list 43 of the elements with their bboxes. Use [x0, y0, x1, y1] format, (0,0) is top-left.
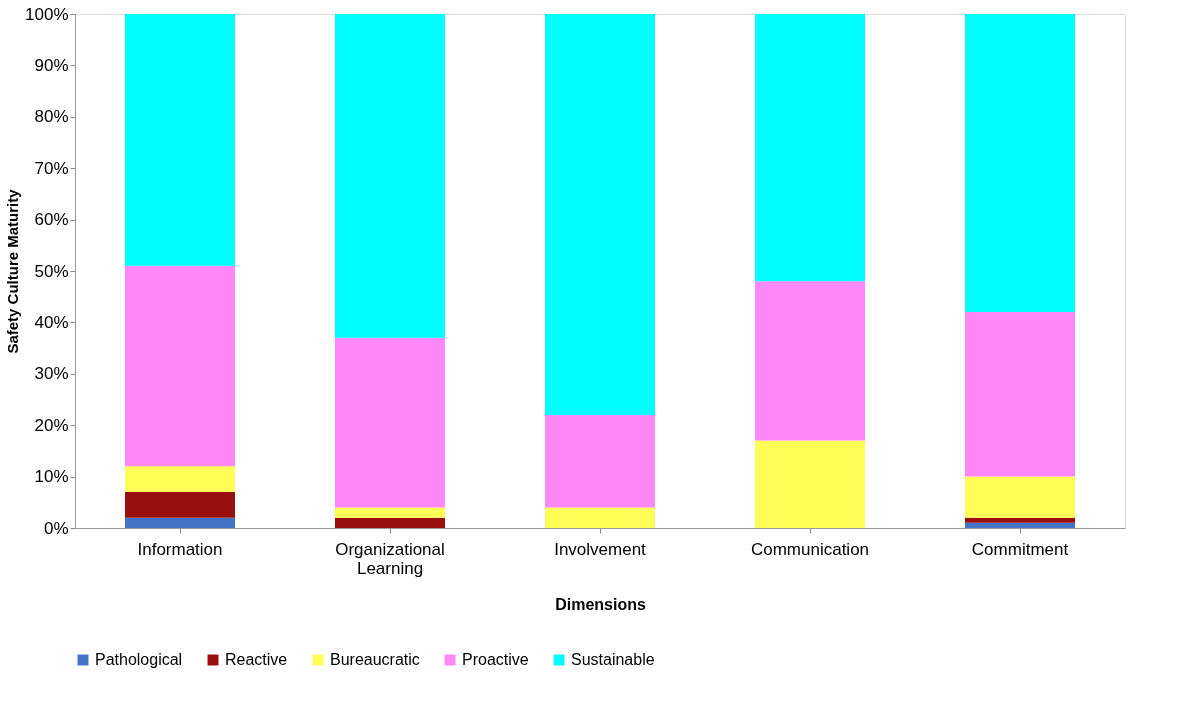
y-tick-label: 60% [34, 210, 69, 230]
y-tick-label: 40% [34, 312, 69, 332]
bar [965, 312, 1075, 477]
y-tick-label: 80% [34, 107, 69, 127]
legend-label: Sustainable [571, 651, 655, 668]
bar [755, 440, 865, 528]
bar [335, 507, 445, 518]
legend-label: Reactive [225, 651, 288, 668]
y-tick-label: 70% [34, 158, 69, 178]
y-tick-label: 50% [34, 261, 69, 281]
bar [545, 507, 655, 528]
y-tick-label: 90% [34, 55, 69, 75]
x-tick-label: Organizational Learning [335, 539, 445, 578]
bar [335, 14, 445, 338]
bar [965, 14, 1075, 313]
bar [965, 476, 1075, 518]
x-tick-label: Commitment [971, 539, 1069, 559]
y-axis-title: Safety Culture Maturity [4, 188, 22, 354]
bar [545, 414, 655, 508]
bar [125, 14, 235, 266]
legend-label: Bureaucratic [330, 651, 420, 668]
x-axis-title: Dimensions [555, 595, 646, 613]
bar [965, 517, 1075, 523]
bar [335, 517, 445, 528]
bar [755, 14, 865, 282]
bar [125, 517, 235, 528]
legend-label: Pathological [95, 651, 183, 668]
y-tick-label: 100% [25, 4, 69, 24]
bar [545, 14, 655, 415]
legend-label: Proactive [462, 651, 529, 668]
bar [335, 337, 445, 508]
bar [125, 265, 235, 467]
x-tick-label: Information [137, 539, 223, 559]
bar [755, 281, 865, 441]
y-tick-label: 20% [34, 415, 69, 435]
bar [125, 466, 235, 493]
bar [965, 522, 1075, 528]
bar [125, 492, 235, 518]
x-tick-label: Communication [750, 539, 870, 559]
y-tick-label: 0% [43, 518, 69, 538]
y-tick-label: 10% [34, 467, 69, 487]
y-tick-label: 30% [34, 364, 69, 384]
x-tick-label: Involvement [554, 539, 647, 559]
